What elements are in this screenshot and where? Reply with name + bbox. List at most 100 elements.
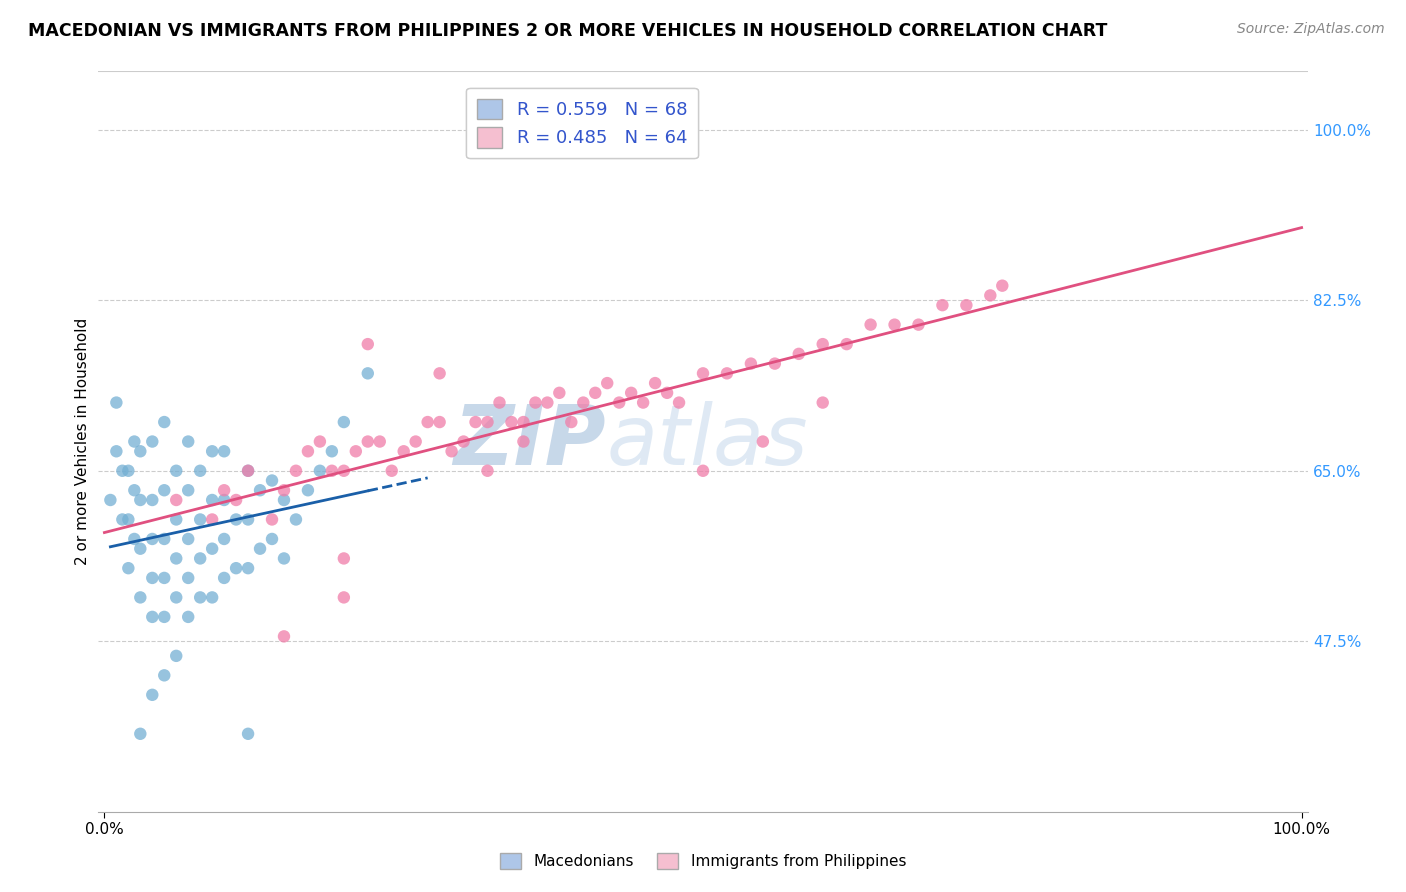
Point (124, 483, 146, 498)
Point (333, 591, 356, 605)
Point (212, 444, 235, 458)
Point (668, 395, 690, 409)
Point (188, 551, 211, 566)
Point (811, 337, 834, 351)
Point (105, 444, 128, 458)
Point (177, 610, 200, 624)
Point (141, 493, 163, 508)
Point (212, 571, 235, 585)
Point (188, 591, 211, 605)
Point (787, 347, 810, 361)
Point (429, 367, 451, 381)
Point (477, 464, 499, 478)
Point (201, 444, 224, 458)
Point (141, 571, 163, 585)
Point (153, 610, 176, 624)
Point (740, 357, 762, 371)
Point (811, 395, 834, 409)
Point (429, 415, 451, 429)
Point (357, 434, 380, 449)
Point (583, 385, 606, 400)
Point (201, 591, 224, 605)
Point (165, 464, 187, 478)
Point (333, 415, 356, 429)
Point (524, 395, 547, 409)
Point (991, 278, 1014, 293)
Point (129, 541, 152, 556)
Point (692, 367, 714, 381)
Point (100, 493, 122, 508)
Point (321, 464, 343, 478)
Point (392, 444, 415, 458)
Point (273, 551, 295, 566)
Point (165, 591, 187, 605)
Point (165, 493, 187, 508)
Point (260, 512, 283, 526)
Point (607, 395, 630, 409)
Point (236, 464, 259, 478)
Point (344, 444, 367, 458)
Point (464, 415, 486, 429)
Point (655, 385, 678, 400)
Point (153, 571, 176, 585)
Point (201, 512, 224, 526)
Point (536, 395, 558, 409)
Point (357, 367, 380, 381)
Point (763, 357, 786, 371)
Point (124, 434, 146, 449)
Point (153, 668, 176, 682)
Point (835, 337, 858, 351)
Point (129, 591, 152, 605)
Point (165, 512, 187, 526)
Point (165, 551, 187, 566)
Point (883, 318, 905, 332)
Point (201, 541, 224, 556)
Point (979, 288, 1001, 302)
Point (596, 376, 619, 390)
Point (284, 464, 307, 478)
Point (560, 415, 582, 429)
Point (368, 434, 391, 449)
Point (141, 610, 163, 624)
Point (236, 561, 259, 575)
Point (440, 444, 463, 458)
Point (177, 532, 200, 546)
Point (249, 483, 271, 498)
Point (859, 318, 882, 332)
Point (236, 727, 259, 741)
Point (177, 434, 200, 449)
Point (236, 464, 259, 478)
Legend: Macedonians, Immigrants from Philippines: Macedonians, Immigrants from Philippines (494, 847, 912, 875)
Point (129, 493, 152, 508)
Point (111, 512, 134, 526)
Point (297, 483, 319, 498)
Point (260, 474, 283, 488)
Point (631, 395, 654, 409)
Point (321, 444, 343, 458)
Point (405, 434, 427, 449)
Point (188, 464, 211, 478)
Point (141, 434, 163, 449)
Point (453, 434, 475, 449)
Point (955, 298, 977, 312)
Point (249, 541, 271, 556)
Point (129, 727, 152, 741)
Y-axis label: 2 or more Vehicles in Household: 2 or more Vehicles in Household (75, 318, 90, 566)
Point (512, 415, 534, 429)
Text: atlas: atlas (606, 401, 808, 482)
Point (117, 561, 139, 575)
Point (153, 415, 176, 429)
Point (477, 415, 499, 429)
Point (309, 434, 332, 449)
Point (212, 493, 235, 508)
Point (297, 444, 319, 458)
Point (141, 688, 163, 702)
Point (512, 434, 534, 449)
Point (309, 464, 332, 478)
Point (212, 532, 235, 546)
Text: ZIP: ZIP (454, 401, 606, 482)
Point (357, 337, 380, 351)
Point (620, 385, 643, 400)
Point (273, 629, 295, 643)
Point (644, 376, 666, 390)
